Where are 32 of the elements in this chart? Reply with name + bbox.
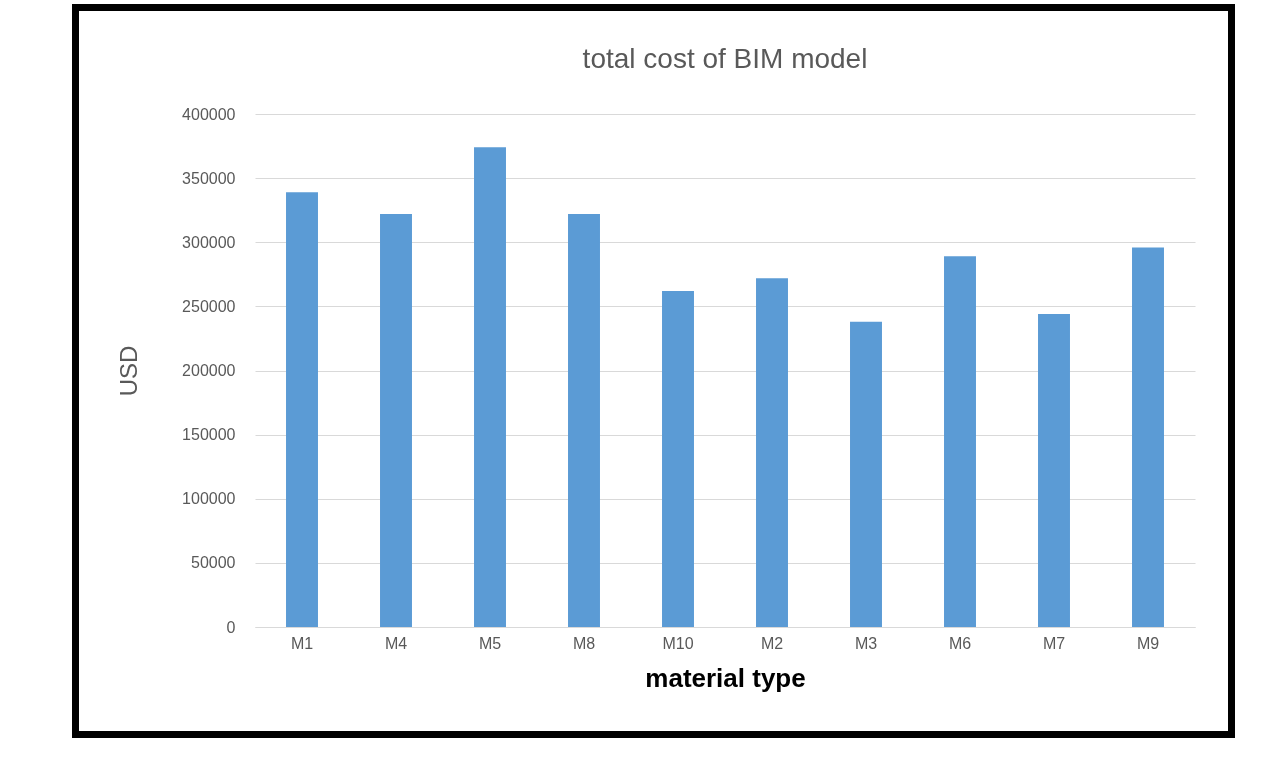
y-tick-label: 400000 [182, 105, 236, 123]
y-tick-label: 250000 [182, 297, 236, 315]
bar [286, 192, 318, 627]
x-tick-label: M8 [572, 634, 596, 652]
x-tick-label: M6 [948, 634, 972, 652]
x-axis-title: material type [645, 662, 806, 693]
bar [1132, 247, 1164, 627]
y-tick-label: 100000 [182, 490, 236, 508]
bar [850, 321, 882, 627]
bar [568, 214, 600, 627]
y-tick-label: 50000 [191, 554, 236, 572]
bar [380, 214, 412, 627]
x-tick-label: M2 [760, 634, 784, 652]
bar [474, 147, 506, 627]
chart-title: total cost of BIM model [582, 43, 868, 74]
x-tick-label: M5 [478, 634, 502, 652]
x-tick-label: M1 [290, 634, 314, 652]
y-tick-label: 0 [226, 618, 236, 636]
y-tick-label: 150000 [182, 426, 236, 444]
y-tick-label: 200000 [182, 362, 236, 379]
y-axis-title: USD [115, 345, 143, 397]
y-tick-label: 300000 [182, 233, 236, 251]
x-tick-label: M9 [1136, 634, 1160, 652]
x-tick-label: M10 [662, 634, 694, 652]
bar [1038, 314, 1070, 627]
x-tick-label: M4 [384, 634, 408, 652]
bar [944, 256, 976, 627]
x-tick-label: M3 [854, 634, 878, 652]
x-tick-label: M7 [1042, 634, 1066, 652]
bar [756, 278, 788, 627]
bar [662, 290, 694, 627]
y-tick-label: 350000 [182, 169, 236, 187]
